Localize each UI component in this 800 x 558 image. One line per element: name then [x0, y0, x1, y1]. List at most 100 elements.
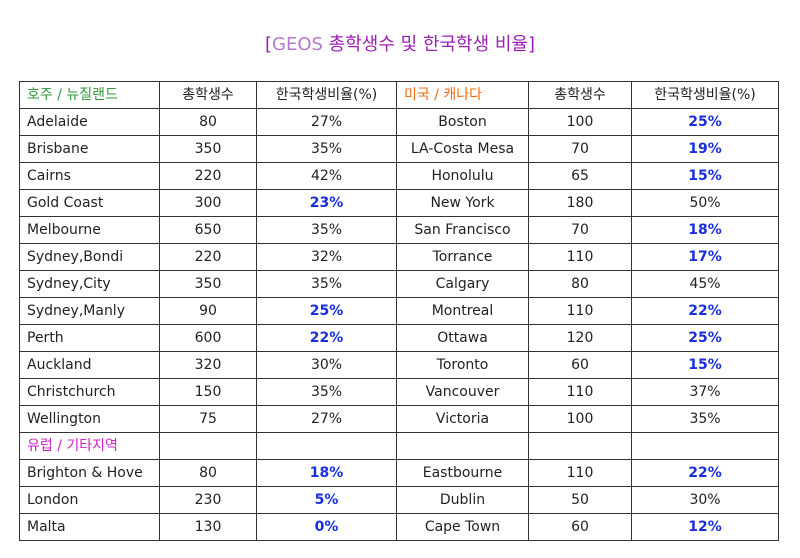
city-name-right: San Francisco — [396, 216, 529, 244]
student-count-right: 110 — [528, 243, 632, 271]
student-count-right: 70 — [528, 135, 632, 163]
header-row: 호주 / 뉴질랜드 총학생수 한국학생비율(%) 미국 / 캐나다 총학생수 한… — [19, 81, 779, 109]
city-name-left: Wellington — [19, 405, 160, 433]
student-count-left: 150 — [159, 378, 257, 406]
city-name-left: Auckland — [19, 351, 160, 379]
korean-ratio-left: 25% — [256, 297, 397, 325]
table-row: Auckland 320 30% Toronto 60 15% — [19, 351, 779, 379]
korean-ratio-right: 15% — [631, 351, 779, 379]
city-name-left: Malta — [19, 513, 160, 541]
korean-ratio-left: 35% — [256, 135, 397, 163]
korean-ratio-left: 42% — [256, 162, 397, 190]
city-name-left: Adelaide — [19, 108, 160, 136]
student-count-left: 75 — [159, 405, 257, 433]
student-count-left: 650 — [159, 216, 257, 244]
student-count-left: 80 — [159, 108, 257, 136]
table-row: Adelaide 80 27% Boston 100 25% — [19, 108, 779, 136]
korean-ratio-left: 30% — [256, 351, 397, 379]
header-ratio-right: 한국학생비율(%) — [631, 81, 779, 109]
korean-ratio-left: 35% — [256, 216, 397, 244]
student-count-left: 130 — [159, 513, 257, 541]
title-open-bracket: [ — [264, 34, 272, 55]
student-count-left: 90 — [159, 297, 257, 325]
city-name-right: New York — [396, 189, 529, 217]
city-name-left: London — [19, 486, 160, 514]
student-count-right: 50 — [528, 486, 632, 514]
empty-cell — [528, 432, 632, 460]
student-count-left: 220 — [159, 162, 257, 190]
city-name-left: Gold Coast — [19, 189, 160, 217]
city-name-left: Brighton & Hove — [19, 459, 160, 487]
korean-ratio-left: 22% — [256, 324, 397, 352]
empty-cell — [631, 432, 779, 460]
korean-ratio-left: 32% — [256, 243, 397, 271]
region-row-eu-other: 유럽 / 기타지역 — [19, 432, 779, 460]
city-name-left: Perth — [19, 324, 160, 352]
table-row: Sydney,Bondi 220 32% Torrance 110 17% — [19, 243, 779, 271]
korean-ratio-right: 37% — [631, 378, 779, 406]
korean-ratio-left: 35% — [256, 270, 397, 298]
korean-ratio-right: 30% — [631, 486, 779, 514]
student-count-left: 600 — [159, 324, 257, 352]
student-count-right: 110 — [528, 459, 632, 487]
city-name-right: Toronto — [396, 351, 529, 379]
korean-ratio-left: 27% — [256, 108, 397, 136]
city-name-right: Montreal — [396, 297, 529, 325]
korean-ratio-left: 0% — [256, 513, 397, 541]
korean-ratio-right: 25% — [631, 324, 779, 352]
city-name-right: Ottawa — [396, 324, 529, 352]
table-row: Brisbane 350 35% LA-Costa Mesa 70 19% — [19, 135, 779, 163]
empty-cell — [396, 432, 529, 460]
city-name-left: Brisbane — [19, 135, 160, 163]
korean-ratio-left: 27% — [256, 405, 397, 433]
korean-ratio-left: 5% — [256, 486, 397, 514]
header-students-left: 총학생수 — [159, 81, 257, 109]
header-region-eu-other: 유럽 / 기타지역 — [19, 432, 160, 460]
korean-ratio-right: 45% — [631, 270, 779, 298]
title-text: 총학생수 및 한국학생 비율 — [328, 34, 528, 55]
korean-ratio-right: 19% — [631, 135, 779, 163]
city-name-right: Cape Town — [396, 513, 529, 541]
student-count-left: 80 — [159, 459, 257, 487]
student-count-left: 350 — [159, 270, 257, 298]
student-count-right: 65 — [528, 162, 632, 190]
table-row: London 230 5% Dublin 50 30% — [19, 486, 779, 514]
korean-ratio-right: 15% — [631, 162, 779, 190]
student-count-left: 350 — [159, 135, 257, 163]
student-count-right: 70 — [528, 216, 632, 244]
student-count-right: 100 — [528, 108, 632, 136]
korean-ratio-left: 35% — [256, 378, 397, 406]
city-name-right: Vancouver — [396, 378, 529, 406]
title-close-bracket: ] — [527, 34, 536, 55]
city-name-left: Sydney,Manly — [19, 297, 160, 325]
city-name-right: Torrance — [396, 243, 529, 271]
page-title: [GEOS 총학생수 및 한국학생 비율] — [0, 30, 800, 56]
table-row: Wellington 75 27% Victoria 100 35% — [19, 405, 779, 433]
korean-ratio-right: 35% — [631, 405, 779, 433]
korean-ratio-right: 18% — [631, 216, 779, 244]
table-row: Sydney,Manly 90 25% Montreal 110 22% — [19, 297, 779, 325]
table-row: Perth 600 22% Ottawa 120 25% — [19, 324, 779, 352]
table-row: Malta 130 0% Cape Town 60 12% — [19, 513, 779, 541]
city-name-left: Sydney,City — [19, 270, 160, 298]
city-name-left: Melbourne — [19, 216, 160, 244]
student-count-right: 120 — [528, 324, 632, 352]
korean-ratio-left: 23% — [256, 189, 397, 217]
city-name-left: Cairns — [19, 162, 160, 190]
city-name-right: LA-Costa Mesa — [396, 135, 529, 163]
korean-ratio-left: 18% — [256, 459, 397, 487]
student-count-right: 100 — [528, 405, 632, 433]
city-name-right: Boston — [396, 108, 529, 136]
student-count-right: 60 — [528, 351, 632, 379]
city-name-right: Honolulu — [396, 162, 529, 190]
student-count-right: 110 — [528, 297, 632, 325]
korean-ratio-right: 50% — [631, 189, 779, 217]
student-count-left: 320 — [159, 351, 257, 379]
student-ratio-table: 호주 / 뉴질랜드 총학생수 한국학생비율(%) 미국 / 캐나다 총학생수 한… — [19, 81, 779, 541]
header-students-right: 총학생수 — [528, 81, 632, 109]
student-count-right: 80 — [528, 270, 632, 298]
city-name-right: Victoria — [396, 405, 529, 433]
header-region-au-nz: 호주 / 뉴질랜드 — [19, 81, 160, 109]
student-count-right: 110 — [528, 378, 632, 406]
student-count-left: 230 — [159, 486, 257, 514]
